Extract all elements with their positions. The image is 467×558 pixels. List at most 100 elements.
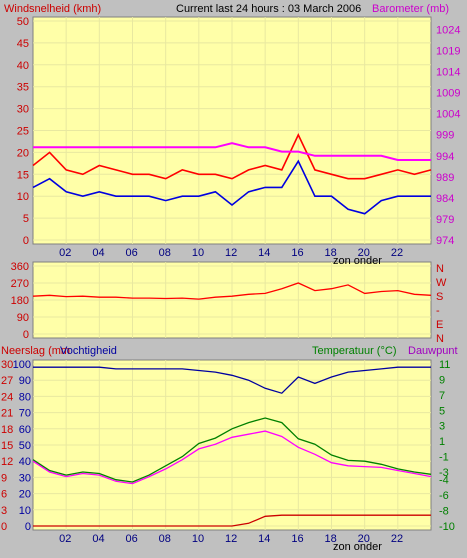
- wind-direction-line: [32, 282, 432, 300]
- temp-y-tick-label: -8: [439, 506, 449, 518]
- temp-y-tick-label: -3: [439, 467, 449, 479]
- rain-y-tick-label: 6: [1, 489, 7, 501]
- x-tick-label: 10: [192, 247, 204, 259]
- baro-y-tick-label: 1024: [436, 24, 460, 36]
- x-tick-label: 02: [59, 533, 71, 545]
- rain-y-tick-label: 0: [1, 521, 7, 533]
- x-tick-label: 02: [59, 247, 71, 259]
- humidity-y-tick-label: 50: [19, 440, 31, 452]
- baro-y-tick-label: 994: [436, 151, 454, 163]
- temp-y-tick-label: 1: [439, 436, 445, 448]
- compass-tick-label: -: [436, 305, 440, 317]
- humidity-y-tick-label: 100: [13, 359, 31, 371]
- rain-y-tick-label: 27: [1, 375, 13, 387]
- temp-y-tick-label: 7: [439, 390, 445, 402]
- humidity-label: Vochtigheid: [60, 345, 117, 357]
- temperature-label: Temperatuur (°C): [312, 345, 396, 357]
- baro-y-tick-label: 984: [436, 193, 454, 205]
- x-tick-label: 16: [291, 533, 303, 545]
- humidity-y-tick-label: 90: [19, 375, 31, 387]
- rain-y-tick-label: 24: [1, 391, 13, 403]
- x-tick-label: 08: [159, 533, 171, 545]
- compass-tick-label: S: [436, 291, 443, 303]
- baro-y-tick-label: 1014: [436, 67, 460, 79]
- temp-y-tick-label: 3: [439, 421, 445, 433]
- wind-y-tick-label: 50: [17, 16, 29, 28]
- x-tick-label: 06: [126, 247, 138, 259]
- direction-y-tick-label: 270: [11, 278, 29, 290]
- wind-axis-title: Windsnelheid (kmh): [4, 3, 101, 15]
- rain-y-tick-label: 3: [1, 505, 7, 517]
- humidity-y-tick-label: 70: [19, 408, 31, 420]
- wind-average-line: [32, 159, 431, 215]
- barometer-axis-title: Barometer (mb): [372, 3, 449, 15]
- wind-y-tick-label: 0: [23, 235, 29, 247]
- wind-y-tick-label: 40: [17, 60, 29, 72]
- baro-y-tick-label: 1019: [436, 45, 460, 57]
- dewpoint-line: [32, 430, 432, 485]
- compass-tick-label: N: [436, 263, 444, 275]
- direction-y-tick-label: 360: [11, 261, 29, 273]
- wind-y-tick-label: 35: [17, 82, 29, 94]
- baro-y-tick-label: 1009: [436, 88, 460, 100]
- x-tick-label: 16: [291, 247, 303, 259]
- baro-y-tick-label: 974: [436, 235, 454, 247]
- x-tick-label: 04: [92, 533, 104, 545]
- x-tick-label: 18: [325, 247, 337, 259]
- x-tick-label: 06: [126, 533, 138, 545]
- compass-tick-label: E: [436, 319, 443, 331]
- humidity-y-tick-label: 0: [25, 521, 31, 533]
- humidity-y-tick-label: 60: [19, 424, 31, 436]
- barometer-line: [33, 142, 431, 161]
- temp-y-tick-label: -10: [439, 521, 455, 533]
- wind-y-tick-label: 15: [17, 169, 29, 181]
- x-tick-label: 14: [258, 533, 270, 545]
- wind-y-tick-label: 20: [17, 147, 29, 159]
- direction-y-tick-label: 180: [11, 295, 29, 307]
- compass-tick-label: W: [436, 277, 447, 289]
- dewpoint-label: Dauwpunt: [408, 345, 458, 357]
- humidity-y-tick-label: 20: [19, 489, 31, 501]
- temp-y-tick-label: 9: [439, 374, 445, 386]
- x-tick-label: 22: [391, 533, 403, 545]
- chart-title: Current last 24 hours : 03 March 2006: [176, 3, 361, 15]
- baro-y-tick-label: 979: [436, 214, 454, 226]
- x-tick-label: 12: [225, 247, 237, 259]
- rain-y-tick-label: 30: [1, 359, 13, 371]
- direction-y-tick-label: 0: [23, 329, 29, 341]
- wind-y-tick-label: 10: [17, 191, 29, 203]
- rain-y-tick-label: 12: [1, 456, 13, 468]
- temperature-line: [32, 417, 432, 483]
- x-tick-label: 08: [159, 247, 171, 259]
- wind-y-tick-label: 5: [23, 213, 29, 225]
- compass-tick-label: N: [436, 333, 444, 345]
- humidity-line: [33, 366, 431, 394]
- wind-gust-line: [32, 133, 432, 180]
- x-tick-label: 18: [325, 533, 337, 545]
- humidity-y-tick-label: 10: [19, 505, 31, 517]
- rain-label: Neerslag (mm: [1, 345, 70, 357]
- x-tick-label: 20: [358, 533, 370, 545]
- wind-y-tick-label: 30: [17, 104, 29, 116]
- temp-y-tick-label: 5: [439, 405, 445, 417]
- rain-y-tick-label: 9: [1, 472, 7, 484]
- temp-y-tick-label: -6: [439, 490, 449, 502]
- humidity-y-tick-label: 40: [19, 456, 31, 468]
- humidity-y-tick-label: 80: [19, 391, 31, 403]
- rain-y-tick-label: 15: [1, 440, 13, 452]
- rain-y-tick-label: 21: [1, 408, 13, 420]
- temp-y-tick-label: 11: [439, 359, 450, 371]
- wind-y-tick-label: 45: [17, 38, 29, 50]
- direction-y-tick-label: 90: [17, 312, 29, 324]
- baro-y-tick-label: 999: [436, 130, 454, 142]
- temp-y-tick-label: -1: [439, 452, 449, 464]
- baro-y-tick-label: 1004: [436, 109, 460, 121]
- rain-line: [33, 514, 431, 527]
- x-tick-label: 10: [192, 533, 204, 545]
- humidity-y-tick-label: 30: [19, 472, 31, 484]
- rain-y-tick-label: 18: [1, 424, 13, 436]
- x-tick-label: 22: [391, 247, 403, 259]
- x-tick-label: 14: [258, 247, 270, 259]
- temp-y-tick-label: -4: [439, 475, 449, 487]
